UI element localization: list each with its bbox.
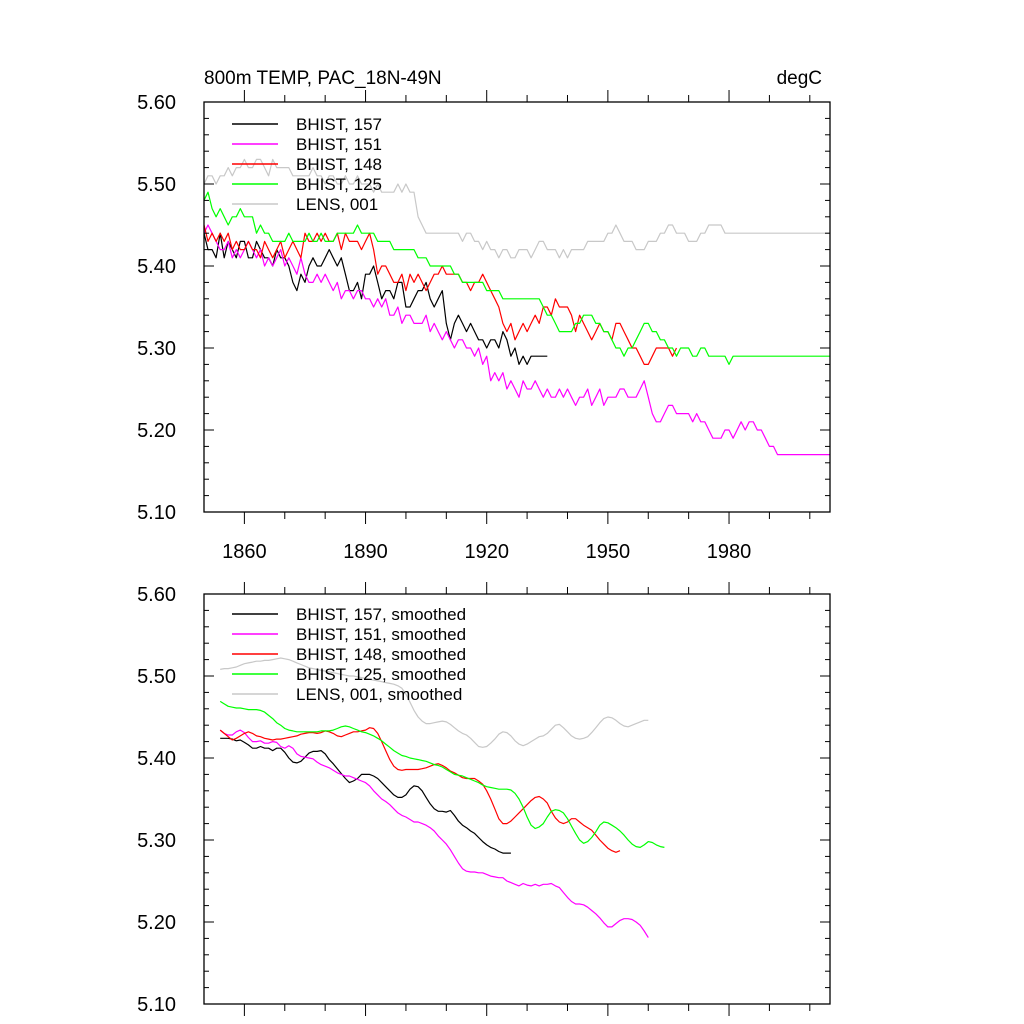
x-tick-label: 1920: [464, 541, 509, 563]
x-tick-label: 1980: [707, 541, 752, 563]
legend-label: BHIST, 125: [296, 175, 382, 194]
bottom-panel: 5.10 5.20 5.30 5.40 5.50 5.60 BHIST, 157, smoo…: [137, 582, 831, 1016]
y-tick-label: 5.20: [137, 420, 176, 442]
y-tick-label: 5.60: [137, 584, 176, 606]
y-tick-label: 5.30: [137, 338, 176, 360]
chart-title: 800m TEMP, PAC_18N-49N: [204, 68, 442, 89]
x-tick-label: 1860: [222, 541, 267, 563]
legend-label: BHIST, 157: [296, 115, 382, 134]
x-tick-label: 1890: [343, 541, 388, 563]
y-tick-label: 5.10: [137, 502, 176, 524]
legend-label: BHIST, 125, smoothed: [296, 665, 466, 684]
y-tick-label: 5.20: [137, 912, 176, 934]
y-tick-label: 5.30: [137, 830, 176, 852]
legend-label: BHIST, 157, smoothed: [296, 605, 466, 624]
legend-label: BHIST, 151, smoothed: [296, 625, 466, 644]
series-group: [204, 158, 830, 456]
legend-label: BHIST, 148, smoothed: [296, 645, 466, 664]
top-panel: 800m TEMP, PAC_18N-49N degC 5.10 5.20 5.30…: [137, 68, 831, 563]
series-group: [219, 657, 665, 938]
series-line-2: [219, 727, 621, 853]
series-line-4: [204, 158, 830, 259]
legend-label: LENS, 001, smoothed: [296, 685, 462, 704]
series-line-1: [219, 729, 649, 938]
legend-label: BHIST, 148: [296, 155, 382, 174]
y-tick-label: 5.40: [137, 256, 176, 278]
series-line-2: [204, 224, 678, 365]
y-tick-label: 5.60: [137, 92, 176, 114]
y-tick-label: 5.10: [137, 994, 176, 1016]
y-tick-label: 5.50: [137, 666, 176, 688]
plot-frame: [203, 593, 831, 1005]
y-tick-label: 5.50: [137, 174, 176, 196]
series-line-1: [204, 224, 830, 456]
y-tick-label: 5.40: [137, 748, 176, 770]
legend-label: LENS, 001: [296, 195, 378, 214]
series-line-4: [220, 657, 649, 748]
chart-units: degC: [777, 68, 822, 89]
series-line-3: [204, 191, 830, 365]
plot-frame: [203, 101, 831, 513]
series-line-3: [219, 700, 665, 849]
series-line-0: [220, 737, 511, 854]
legend-label: BHIST, 151: [296, 135, 382, 154]
x-tick-label: 1950: [586, 541, 631, 563]
